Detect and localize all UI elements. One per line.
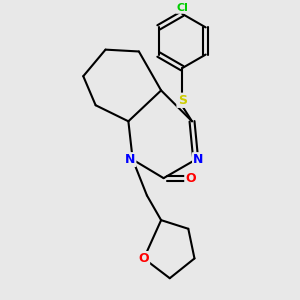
Text: O: O [139, 252, 149, 265]
Text: S: S [178, 94, 187, 107]
Text: Cl: Cl [176, 3, 188, 13]
Text: Cl: Cl [176, 3, 188, 13]
Text: N: N [193, 153, 203, 166]
Text: S: S [178, 94, 187, 107]
Text: O: O [185, 172, 196, 184]
Text: O: O [185, 172, 196, 184]
Text: N: N [125, 153, 135, 166]
